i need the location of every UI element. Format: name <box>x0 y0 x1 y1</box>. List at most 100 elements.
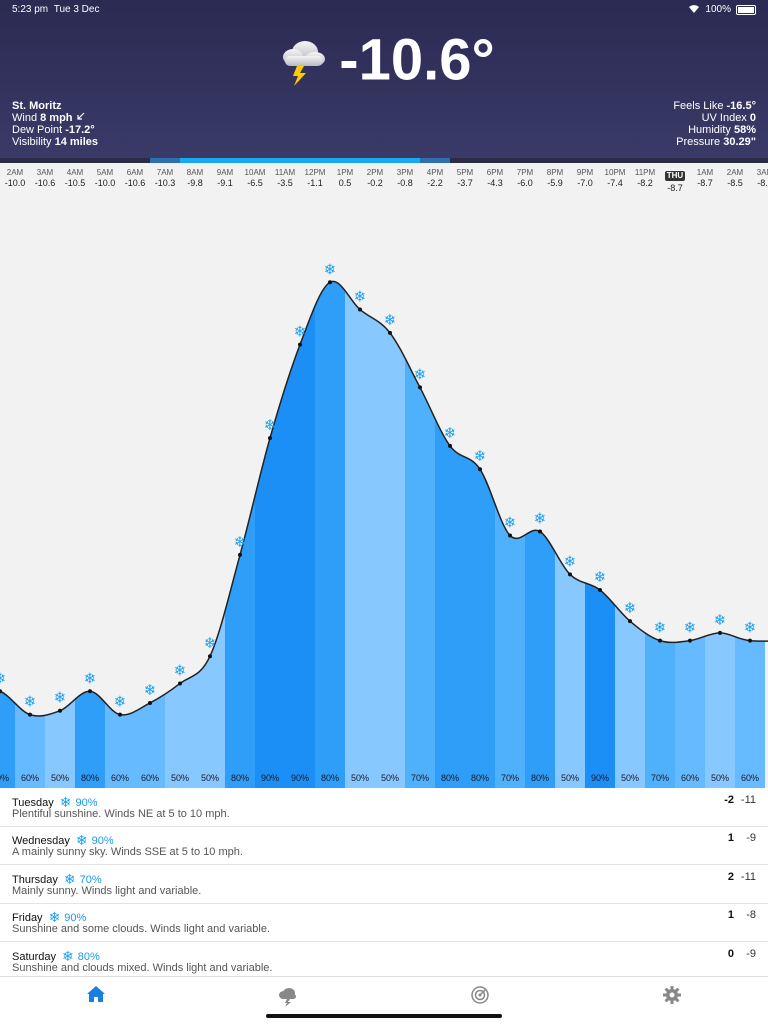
forecast-low: -11 <box>740 794 756 806</box>
hour-column[interactable]: 7PM -6.0 <box>510 165 540 189</box>
forecast-row[interactable]: Wednesday ❄ 90% A mainly sunny sky. Winds S… <box>0 826 768 866</box>
hour-temp: -0.2 <box>367 178 383 188</box>
hour-column[interactable]: 1PM 0.5 <box>330 165 360 189</box>
hour-temp: -3.5 <box>277 178 293 188</box>
hour-temp: -9.1 <box>217 178 233 188</box>
snow-icon: ❄ <box>264 416 277 434</box>
hour-column[interactable]: 5PM -3.7 <box>450 165 480 189</box>
temperature-point <box>298 342 302 347</box>
forecast-description: A mainly sunny sky. Winds SSE at 5 to 10… <box>12 846 243 859</box>
temperature-point <box>448 443 452 448</box>
forecast-row[interactable]: Thursday ❄ 70% Mainly sunny. Winds light an… <box>0 865 768 904</box>
precip-label: 60% <box>21 773 39 783</box>
wind-label: Wind <box>12 112 38 124</box>
forecast-precip: 90% <box>91 835 114 848</box>
current-temp-value: -10.6° <box>339 27 495 93</box>
status-bar: 5:23 pm Tue 3 Dec 100% <box>12 4 756 16</box>
storm-icon[interactable] <box>273 983 303 1007</box>
hour-temp: -8.7 <box>697 178 713 188</box>
hour-label: 8PM <box>546 168 564 177</box>
hourly-labels[interactable]: 2AM -10.0 3AM -10.6 4AM -10.5 5AM -10.0 6AM -10.6… <box>0 165 768 195</box>
forecast-day-line: Wednesday ❄ 90% <box>12 832 114 849</box>
pressure-value: 30.29" <box>723 136 756 148</box>
wifi-icon <box>688 4 700 15</box>
hour-column[interactable]: 2PM -0.2 <box>360 165 390 189</box>
precip-label: 90% <box>591 773 609 783</box>
pressure-label: Pressure <box>676 136 721 148</box>
hour-column[interactable]: THU -8.7 <box>660 165 690 194</box>
hour-column[interactable]: 2AM -8.5 <box>720 165 750 189</box>
hour-column[interactable]: 8PM -5.9 <box>540 165 570 189</box>
snow-icon: ❄ <box>84 669 97 687</box>
dewpoint-label: Dew Point <box>12 124 63 136</box>
precip-label: 80% <box>81 773 99 783</box>
hour-column[interactable]: 12PM -1.1 <box>300 165 330 189</box>
feels-like-row: Feels Like -16.5° <box>673 100 756 112</box>
hour-column[interactable]: 7AM -10.3 <box>150 165 180 189</box>
hour-column[interactable]: 3PM -0.8 <box>390 165 420 189</box>
snow-icon: ❄ <box>564 552 577 570</box>
temperature-point <box>58 708 62 713</box>
precip-label: 50% <box>201 773 219 783</box>
hour-column[interactable]: 11PM -8.2 <box>630 165 660 189</box>
hour-column[interactable]: 4AM -10.5 <box>60 165 90 189</box>
temperature-point <box>118 712 122 717</box>
snow-icon: ❄ <box>48 909 61 926</box>
hour-column[interactable]: 5AM -10.0 <box>90 165 120 189</box>
hour-temp: -7.4 <box>607 178 623 188</box>
hour-column[interactable]: 2AM -10.0 <box>0 165 30 189</box>
hour-column[interactable]: 9PM -7.0 <box>570 165 600 189</box>
hour-temp: -10.6 <box>124 178 146 188</box>
forecast-row[interactable]: Saturday ❄ 80% Sunshine and clouds mixed. W… <box>0 942 768 981</box>
forecast-day-line: Saturday ❄ 80% <box>12 948 100 965</box>
snow-icon: ❄ <box>624 599 637 617</box>
hour-column[interactable]: 11AM -3.5 <box>270 165 300 189</box>
temperature-point <box>358 307 362 312</box>
gear-icon[interactable] <box>657 983 687 1007</box>
precip-label: 50% <box>711 773 729 783</box>
hourly-temperature-chart[interactable]: ❄ ❄ ❄ ❄ ❄ ❄ ❄ ❄ ❄ ❄ ❄ ❄ ❄ ❄ ❄ ❄ ❄ ❄ ❄ ❄ ❄ ❄ ❄ ❄ ❄ ❄ 80% 60% 50% 80% 60… <box>0 195 768 788</box>
hour-column[interactable]: 6PM -4.3 <box>480 165 510 189</box>
feels-like-value: -16.5° <box>726 100 756 112</box>
hour-temp: -8.7 <box>757 178 768 188</box>
hour-label: 7AM <box>156 168 174 177</box>
hour-column[interactable]: 10PM -7.4 <box>600 165 630 189</box>
battery-icon <box>736 4 756 15</box>
forecast-day-line: Friday ❄ 90% <box>12 909 86 926</box>
snow-icon: ❄ <box>59 794 72 810</box>
hour-label: 6PM <box>486 168 504 177</box>
uv-label: UV Index <box>701 112 747 124</box>
hour-column[interactable]: 9AM -9.1 <box>210 165 240 189</box>
snow-icon: ❄ <box>174 661 187 679</box>
forecast-day: Friday <box>12 912 43 925</box>
forecast-low: -9 <box>746 832 756 845</box>
hour-column[interactable]: 1AM -8.7 <box>690 165 720 189</box>
temperature-point <box>688 638 692 643</box>
snow-icon: ❄ <box>324 260 337 278</box>
forecast-day: Tuesday <box>12 797 54 809</box>
forecast-row[interactable]: Tuesday ❄ 90% Plentiful sunshine. Winds NE … <box>0 788 768 827</box>
hour-temp: 0.5 <box>338 178 352 188</box>
daily-forecast-list[interactable]: Tuesday ❄ 90% Plentiful sunshine. Winds NE … <box>0 788 768 981</box>
radar-icon[interactable] <box>465 983 495 1007</box>
hour-column[interactable]: 6AM -10.6 <box>120 165 150 189</box>
precip-label: 80% <box>0 773 9 783</box>
hour-temp: -3.7 <box>457 178 473 188</box>
forecast-high: 2 <box>727 870 734 883</box>
current-temperature: -10.6° <box>0 26 768 92</box>
hour-column[interactable]: 3AM -10.6 <box>30 165 60 189</box>
hour-column[interactable]: 3AM-8.7 <box>750 165 768 189</box>
home-icon[interactable] <box>81 983 111 1007</box>
hour-column[interactable]: 10AM -6.5 <box>240 165 270 189</box>
precip-label: 70% <box>651 773 669 783</box>
daylight-strip <box>0 158 768 163</box>
hour-column[interactable]: 8AM -9.8 <box>180 165 210 189</box>
precip-label: 50% <box>51 773 69 783</box>
temperature-point <box>208 654 212 659</box>
forecast-row[interactable]: Friday ❄ 90% Sunshine and some clouds. Wind… <box>0 903 768 943</box>
clock-date: Tue 3 Dec <box>53 4 100 15</box>
hour-column[interactable]: 4PM -2.2 <box>420 165 450 189</box>
hour-label: 12PM <box>304 168 326 177</box>
hour-label: 2AM <box>726 168 744 177</box>
temperature-point <box>268 436 272 441</box>
